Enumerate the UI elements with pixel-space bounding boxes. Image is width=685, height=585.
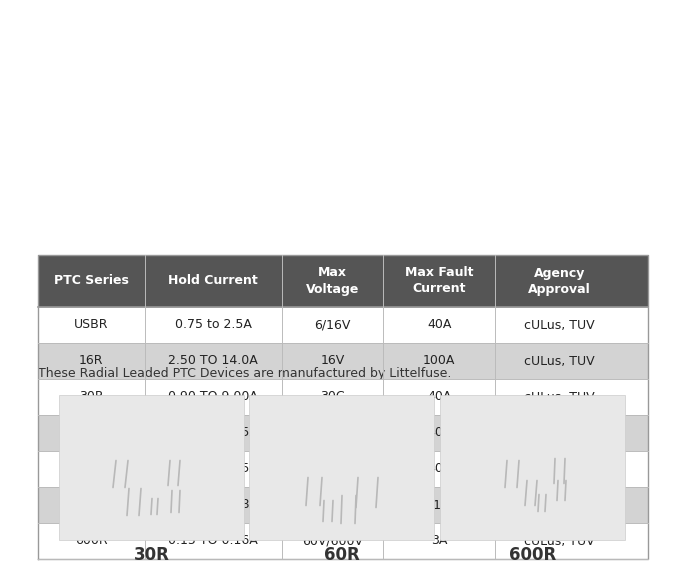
Text: cULus, TUV: cULus, TUV <box>524 463 595 476</box>
Text: 60V: 60V <box>320 426 345 439</box>
Text: 0.10 TO 3.75A: 0.10 TO 3.75A <box>169 426 258 439</box>
FancyBboxPatch shape <box>38 451 648 487</box>
Text: 0.15 TO 0.16A: 0.15 TO 0.16A <box>169 535 258 548</box>
Text: cULus, TUV: cULus, TUV <box>524 498 595 511</box>
Text: 40A: 40A <box>427 426 451 439</box>
Text: 60R: 60R <box>79 426 103 439</box>
Ellipse shape <box>292 442 336 477</box>
FancyBboxPatch shape <box>537 431 573 464</box>
Text: 30R: 30R <box>134 546 170 564</box>
Text: 40A: 40A <box>427 318 451 332</box>
Ellipse shape <box>313 479 341 501</box>
Text: 0.90 TO 9.00A: 0.90 TO 9.00A <box>169 391 258 404</box>
Text: PTC Series: PTC Series <box>54 274 129 287</box>
Text: 40A: 40A <box>427 391 451 404</box>
Text: 2.50 TO 14.0A: 2.50 TO 14.0A <box>169 355 258 367</box>
Text: 250R: 250R <box>75 498 108 511</box>
FancyBboxPatch shape <box>38 487 648 523</box>
Text: 3A: 3A <box>431 535 447 548</box>
FancyBboxPatch shape <box>482 423 529 469</box>
Text: 30R: 30R <box>79 391 103 404</box>
Text: 60V/600V: 60V/600V <box>302 535 363 548</box>
Text: 3/10A: 3/10A <box>421 498 458 511</box>
Text: 30C: 30C <box>320 391 345 404</box>
Text: cULus, TUV: cULus, TUV <box>524 318 595 332</box>
FancyBboxPatch shape <box>38 379 648 415</box>
FancyBboxPatch shape <box>163 473 185 492</box>
Text: cULus, TUV: cULus, TUV <box>524 391 595 404</box>
Text: 16R: 16R <box>79 355 103 367</box>
Text: cULus, TUV: cULus, TUV <box>524 355 595 367</box>
FancyBboxPatch shape <box>507 453 543 487</box>
Text: cULus, TUV: cULus, TUV <box>524 426 595 439</box>
FancyBboxPatch shape <box>98 426 142 464</box>
Ellipse shape <box>327 463 367 495</box>
Text: 40A: 40A <box>427 463 451 476</box>
FancyBboxPatch shape <box>38 415 648 451</box>
Text: Hold Current: Hold Current <box>169 274 258 287</box>
Text: 6/16V: 6/16V <box>314 318 351 332</box>
FancyBboxPatch shape <box>527 477 549 498</box>
FancyBboxPatch shape <box>114 461 149 490</box>
FancyBboxPatch shape <box>545 460 571 484</box>
Text: These Radial Leaded PTC Devices are manufactured by Littelfuse.: These Radial Leaded PTC Devices are manu… <box>38 367 451 380</box>
Text: 72V: 72V <box>320 463 345 476</box>
FancyBboxPatch shape <box>153 435 187 464</box>
FancyBboxPatch shape <box>38 255 648 307</box>
Text: 0.08 TO 0.18A: 0.08 TO 0.18A <box>169 498 258 511</box>
Text: 60R: 60R <box>324 546 360 564</box>
FancyBboxPatch shape <box>38 307 648 343</box>
Text: Max
Voltage: Max Voltage <box>306 267 359 295</box>
Text: Max Fault
Current: Max Fault Current <box>405 267 473 295</box>
Text: 0.75 to 2.5A: 0.75 to 2.5A <box>175 318 252 332</box>
FancyBboxPatch shape <box>38 523 648 559</box>
Ellipse shape <box>334 421 406 478</box>
Text: Agency
Approval: Agency Approval <box>528 267 591 295</box>
Text: 72R: 72R <box>79 463 103 476</box>
FancyBboxPatch shape <box>38 343 648 379</box>
FancyBboxPatch shape <box>249 395 434 540</box>
FancyBboxPatch shape <box>440 395 625 540</box>
Text: 100A: 100A <box>423 355 456 367</box>
Text: 600R: 600R <box>510 546 557 564</box>
FancyBboxPatch shape <box>60 395 245 540</box>
FancyBboxPatch shape <box>145 485 163 500</box>
Text: USBR: USBR <box>74 318 109 332</box>
Text: cULus, TUV: cULus, TUV <box>524 535 595 548</box>
Text: 60V/250V: 60V/250V <box>302 498 363 511</box>
Text: 0.20 TO 3.75A: 0.20 TO 3.75A <box>169 463 258 476</box>
Text: 600R: 600R <box>75 535 108 548</box>
Text: 16V: 16V <box>320 355 345 367</box>
